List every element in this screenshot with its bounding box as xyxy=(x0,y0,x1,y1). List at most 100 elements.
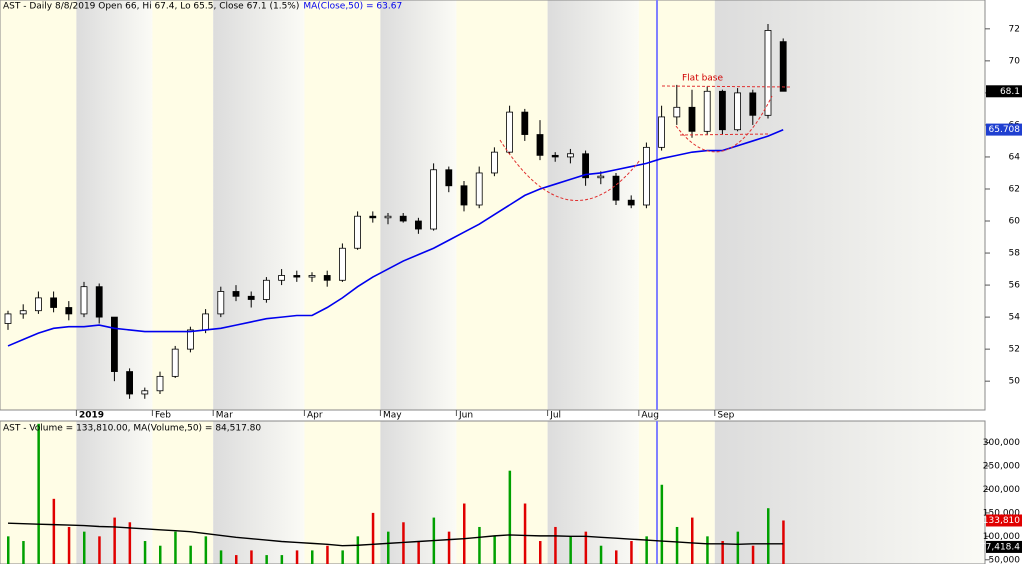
volume-bar xyxy=(143,541,147,564)
volume-bar xyxy=(767,508,770,564)
candle-body xyxy=(719,90,726,131)
candle-body xyxy=(4,313,12,324)
annotation: Flat base xyxy=(682,74,723,84)
volume-bar xyxy=(7,536,10,564)
volume-bar xyxy=(706,536,709,564)
volume-bar xyxy=(736,531,740,564)
volume-panel-frame xyxy=(0,420,986,564)
candle-body xyxy=(35,297,42,312)
volume-marker xyxy=(986,514,1022,527)
volume-bar xyxy=(356,536,360,564)
volume-bar xyxy=(463,503,466,564)
candle-body xyxy=(202,313,210,331)
volume-bar xyxy=(250,550,253,564)
volume-bar xyxy=(569,536,572,564)
volume-bar xyxy=(417,541,420,564)
month-band xyxy=(547,0,639,410)
x-tick-label: Apr xyxy=(307,411,323,421)
y-tick-label: 72 xyxy=(1009,24,1020,34)
volume-bar xyxy=(402,522,405,564)
month-band xyxy=(714,421,985,564)
y-tick-label: 150,000 xyxy=(983,508,1020,518)
volume-bar xyxy=(554,526,557,564)
backgrounds xyxy=(0,0,985,564)
y-tick-label: 52 xyxy=(1009,345,1020,355)
volume-bar xyxy=(523,503,527,564)
candle-body xyxy=(50,297,57,308)
volume-marker xyxy=(986,540,1022,553)
month-band xyxy=(152,421,214,564)
candle-body xyxy=(126,371,133,395)
candle-body xyxy=(536,134,544,156)
volume-bar xyxy=(235,555,238,564)
resistance-line xyxy=(661,85,791,88)
volume-bar xyxy=(751,545,755,564)
price-panel-frame xyxy=(0,0,986,411)
price-marker xyxy=(986,85,1022,98)
volume-marker-label: 77,418.4 xyxy=(980,542,1020,552)
price-marker-label: 68.1 xyxy=(1000,87,1020,97)
volume-bar xyxy=(660,484,664,564)
candle-body xyxy=(627,199,635,206)
candle-body xyxy=(141,390,149,395)
volume-bar xyxy=(159,545,162,564)
volume-bar xyxy=(508,470,512,564)
month-band xyxy=(304,421,381,564)
plot: 2019 Feb Mar Apr May Jun Jul Aug Sep 50 52 54 56 58 60… xyxy=(4,24,1022,564)
month-band xyxy=(152,0,214,410)
candle-body xyxy=(612,175,620,201)
y-tick-label: 50 xyxy=(1009,377,1021,387)
y-tick-label: 250,000 xyxy=(983,462,1020,472)
volume-bar xyxy=(721,541,724,564)
volume-bar xyxy=(311,550,314,564)
volume-bar xyxy=(174,531,177,564)
candle-body xyxy=(111,316,118,372)
candle-body xyxy=(186,329,194,350)
month-band xyxy=(547,421,639,564)
candle-body xyxy=(460,185,468,206)
candle-body xyxy=(749,92,757,116)
volume-bar xyxy=(128,522,132,564)
y-tick-label: 100,000 xyxy=(983,532,1020,542)
candle-body xyxy=(247,295,255,300)
candle-body xyxy=(582,153,589,179)
month-band xyxy=(456,0,548,410)
candle-body xyxy=(703,90,711,132)
candle-body xyxy=(445,169,453,187)
candle-body xyxy=(673,106,681,118)
volume-ma-line xyxy=(7,522,784,547)
volume-bar xyxy=(22,541,25,564)
month-band xyxy=(0,0,77,410)
month-band xyxy=(638,0,715,410)
x-tick-label: Sep xyxy=(717,411,734,421)
month-band xyxy=(456,421,548,564)
y-tick-label: 50,000 xyxy=(989,555,1021,564)
candle-body xyxy=(475,172,483,206)
chart-title: AST - Daily 8/8/2019 Open 66, Hi 67.4, L… xyxy=(3,2,299,12)
volume-bar xyxy=(52,498,56,564)
volume-bar xyxy=(387,531,390,564)
volume-bar xyxy=(219,550,223,564)
y-tick-label: 62 xyxy=(1009,184,1020,194)
volume-title: AST - Volume = 133,810.00, MA(Volume,50)… xyxy=(3,424,261,434)
support-line xyxy=(679,133,771,136)
volume-bar xyxy=(83,531,86,564)
pattern-drawing xyxy=(499,85,791,201)
volume-bar xyxy=(341,550,344,564)
candle-body xyxy=(490,151,498,174)
price-marker xyxy=(986,123,1022,136)
x-tick-label: 2019 xyxy=(79,411,104,421)
candle-body xyxy=(232,291,240,297)
candle-body xyxy=(293,275,301,278)
candle-body xyxy=(551,154,559,158)
volume-bar xyxy=(645,536,648,564)
volume-bar xyxy=(189,545,192,564)
price-marker-label: 65.708 xyxy=(989,125,1021,135)
legend-entry: MA(Close,50) = 63.67 xyxy=(303,2,402,12)
candle-body xyxy=(65,307,73,315)
candle-body xyxy=(688,106,696,132)
volume-bar xyxy=(615,550,618,564)
y-tick-label: 70 xyxy=(1009,56,1021,66)
